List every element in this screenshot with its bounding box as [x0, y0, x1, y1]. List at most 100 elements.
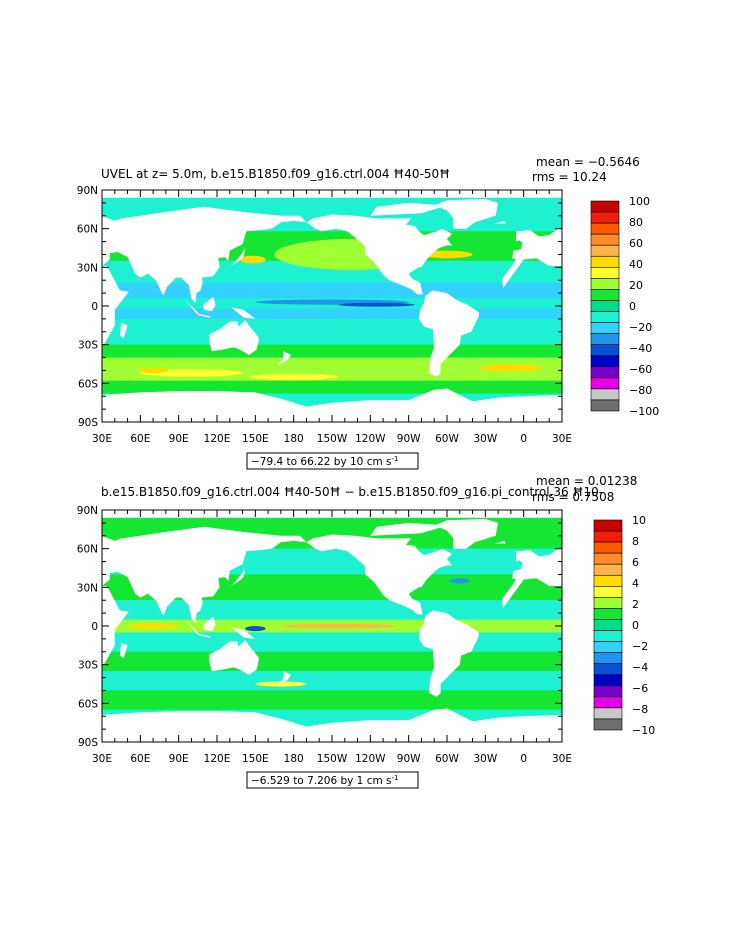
panel2-colorbar: 10 8 6 4 2 0 −2 −4 −6 −8 −10 [593, 514, 655, 737]
colorbar-swatch [590, 322, 620, 334]
ocean-band [102, 651, 562, 672]
panel1-range-sup: -1 [392, 455, 399, 463]
land-mask [512, 228, 562, 266]
land-mask [501, 579, 524, 608]
ocean-band [102, 318, 562, 345]
x-tick-label: 30E [552, 433, 572, 445]
colorbar-label: 20 [629, 279, 643, 292]
land-mask [209, 640, 260, 675]
land-mask [209, 320, 260, 355]
land-mask [434, 199, 499, 229]
y-tick-label: 90N [77, 185, 98, 197]
current-feature [127, 623, 179, 629]
land-mask [102, 526, 307, 624]
land-mask [102, 206, 307, 304]
current-feature [245, 626, 266, 632]
y-tick-label: 0 [91, 621, 98, 633]
colorbar-swatch [590, 233, 620, 246]
colorbar-swatch [593, 718, 623, 731]
x-tick-label: 30E [552, 753, 572, 765]
land-mask [306, 534, 453, 615]
current-feature [280, 623, 396, 629]
y-tick-label: 30N [77, 582, 98, 594]
colorbar-label: 80 [629, 216, 643, 229]
x-tick-label: 30W [473, 433, 497, 445]
colorbar-swatch [593, 608, 623, 620]
x-tick-label: 90W [397, 753, 421, 765]
ocean-band [102, 282, 562, 299]
colorbar-swatch [590, 289, 620, 301]
colorbar-swatch [593, 541, 623, 554]
colorbar-label: 8 [632, 535, 639, 548]
colorbar-label: 10 [632, 514, 646, 527]
colorbar-swatch [593, 586, 623, 598]
panel2-range-label: −6.529 to 7.206 by 1 cm s [251, 775, 392, 787]
x-tick-label: 30E [92, 433, 112, 445]
x-tick-label: 60W [435, 433, 459, 445]
colorbar-swatch [590, 300, 620, 312]
panel1-range-label: −79.4 to 66.22 by 10 cm s [251, 456, 392, 468]
land-mask [102, 266, 129, 346]
panel1-range-box: −79.4 to 66.22 by 10 cm s-1 [246, 452, 419, 470]
colorbar-label: 60 [629, 237, 643, 250]
colorbar-swatch [593, 641, 623, 653]
x-tick-label: 150E [242, 433, 269, 445]
colorbar-swatch [590, 355, 620, 368]
x-tick-label: 60E [130, 433, 150, 445]
svg-text:−6.529 to 7.206 by 1 cm s-1: −6.529 to 7.206 by 1 cm s-1 [251, 774, 399, 787]
colorbar-swatch [593, 674, 623, 687]
land-mask [119, 642, 128, 659]
current-feature [240, 255, 266, 264]
current-feature [255, 681, 307, 687]
land-mask [434, 519, 499, 549]
y-tick-label: 0 [91, 301, 98, 313]
colorbar-label: −8 [632, 703, 648, 716]
colorbar-label: −20 [629, 321, 652, 334]
colorbar-swatch [593, 619, 623, 631]
land-mask [229, 568, 246, 586]
colorbar-swatch [590, 278, 620, 290]
land-mask [277, 351, 292, 366]
colorbar-label: 40 [629, 258, 643, 271]
y-tick-label: 30N [77, 262, 98, 274]
colorbar-label: −10 [632, 724, 655, 737]
panel2-plot: 30E 60E 90E 120E 150E 180 150W 120W 90W 60W 30W 0 30… [77, 505, 572, 765]
current-feature [478, 364, 543, 372]
land-mask [516, 231, 522, 242]
ocean-band [102, 671, 562, 691]
land-mask [494, 220, 506, 224]
land-mask [277, 671, 292, 686]
colorbar-swatch [593, 652, 623, 664]
ocean-band [102, 690, 562, 710]
colorbar-swatch [590, 255, 620, 268]
x-tick-label: 150W [317, 433, 348, 445]
x-tick-label: 0 [520, 433, 527, 445]
colorbar-label: −100 [629, 405, 659, 418]
panel1-colorbar: 100 80 60 40 20 0 −20 −40 −60 −80 −100 [590, 195, 659, 418]
colorbar-swatch [593, 574, 623, 587]
panel1-title: UVEL at z= 5.0m, b.e15.B1850.f09_g16.ctr… [101, 167, 450, 181]
colorbar-swatch [590, 244, 620, 257]
y-tick-label: 60S [78, 698, 98, 710]
land-mask [306, 214, 453, 295]
y-tick-label: 90N [77, 505, 98, 517]
x-tick-label: 90W [397, 433, 421, 445]
x-tick-label: 120E [204, 433, 231, 445]
x-tick-label: 90E [169, 433, 189, 445]
colorbar-swatch [590, 311, 620, 323]
land-mask [202, 617, 216, 632]
panel2-range-sup: -1 [392, 774, 399, 782]
colorbar-swatch [590, 211, 620, 224]
colorbar-swatch [590, 344, 620, 357]
colorbar-label: 0 [632, 619, 639, 632]
y-tick-label: 60N [77, 544, 98, 556]
current-feature [421, 250, 473, 259]
colorbar-label: −40 [629, 342, 652, 355]
land-mask [197, 633, 211, 638]
y-tick-label: 60N [77, 224, 98, 236]
panel2-title: b.e15.B1850.f09_g16.ctrl.004 Ħ40-50Ħ − b… [101, 485, 603, 499]
y-tick-label: 90S [78, 737, 98, 749]
land-mask [418, 610, 479, 697]
colorbar-swatch [590, 377, 620, 390]
current-feature [449, 578, 470, 584]
